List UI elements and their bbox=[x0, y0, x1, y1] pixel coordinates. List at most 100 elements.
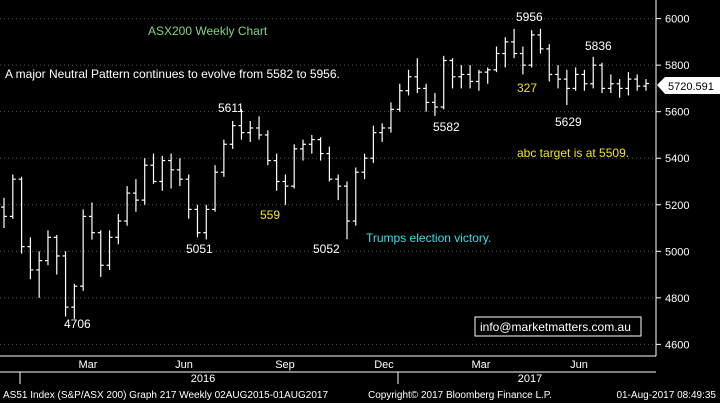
ohlc-bar bbox=[97, 230, 104, 277]
ohlc-bar bbox=[9, 174, 16, 219]
ohlc-bar bbox=[467, 65, 474, 89]
ohlc-bar bbox=[300, 139, 307, 161]
ohlc-bar bbox=[343, 181, 350, 240]
chart-title: ASX200 Weekly Chart bbox=[148, 24, 268, 38]
ohlc-bar bbox=[141, 158, 148, 205]
x-tick-label: Jun bbox=[570, 359, 588, 371]
ohlc-bar bbox=[634, 74, 641, 91]
ohlc-bar bbox=[387, 102, 394, 133]
last-price-tag: 5720.591 bbox=[657, 77, 720, 94]
gridlines bbox=[0, 18, 656, 345]
abc-target-note: abc target is at 5509. bbox=[517, 146, 629, 160]
label-559: 559 bbox=[260, 208, 280, 222]
ohlc-bar bbox=[326, 146, 333, 182]
ohlc-bar bbox=[625, 72, 632, 96]
label-5956: 5956 bbox=[516, 10, 543, 24]
email-label[interactable]: info@marketmatters.com.au bbox=[480, 320, 631, 334]
ohlc-bar bbox=[247, 120, 254, 142]
ohlc-bar bbox=[220, 139, 227, 177]
footer-right: 01-Aug-2017 08:49:35 bbox=[616, 390, 716, 401]
ohlc-bar bbox=[88, 202, 95, 240]
ohlc-bar bbox=[62, 251, 69, 317]
ohlc-bar bbox=[168, 153, 175, 189]
ohlc-bar bbox=[528, 30, 535, 68]
price-bars bbox=[1, 28, 649, 319]
ohlc-bar bbox=[159, 155, 166, 191]
ohlc-bar bbox=[18, 176, 25, 254]
footer-center: Copyright© 2017 Bloomberg Finance L.P. bbox=[368, 390, 552, 401]
ohlc-bar bbox=[643, 79, 649, 91]
ohlc-bar bbox=[475, 69, 482, 91]
ohlc-bar bbox=[563, 69, 570, 105]
y-tick-label: 5000 bbox=[665, 246, 689, 258]
ohlc-bar bbox=[273, 153, 280, 191]
ohlc-bar bbox=[519, 46, 526, 75]
ohlc-bar bbox=[282, 174, 289, 205]
y-tick-label: 5800 bbox=[665, 60, 689, 72]
x-tick-label: Dec bbox=[374, 359, 394, 371]
ohlc-bar bbox=[212, 165, 219, 212]
ohlc-bar bbox=[106, 230, 113, 270]
ohlc-bar bbox=[238, 109, 245, 140]
pattern-note: A major Neutral Pattern continues to evo… bbox=[5, 67, 340, 81]
ohlc-bar bbox=[511, 28, 518, 59]
ohlc-bar bbox=[352, 167, 359, 226]
x-tick-label: Jun bbox=[175, 359, 193, 371]
ohlc-bar bbox=[256, 116, 263, 140]
ohlc-bar bbox=[599, 62, 606, 94]
ohlc-bar bbox=[607, 74, 614, 94]
ohlc-bar bbox=[396, 83, 403, 112]
last-price-tag-shape bbox=[657, 77, 720, 94]
label-5629: 5629 bbox=[555, 115, 582, 129]
ohlc-bar bbox=[185, 174, 192, 219]
ohlc-bar bbox=[115, 214, 122, 245]
x-tick-label: Mar bbox=[472, 359, 491, 371]
ohlc-bar bbox=[423, 83, 430, 112]
ohlc-bar bbox=[440, 55, 447, 110]
ohlc-bar bbox=[194, 204, 201, 238]
ohlc-bar bbox=[317, 137, 324, 161]
ohlc-bar bbox=[484, 67, 491, 84]
ohlc-bar bbox=[203, 204, 210, 240]
ohlc-bar bbox=[27, 237, 34, 280]
x-tick-label: Sep bbox=[275, 359, 295, 371]
ohlc-bar bbox=[555, 65, 562, 89]
ohlc-bar bbox=[370, 125, 377, 163]
election-note: Trumps election victory. bbox=[366, 231, 491, 245]
ohlc-bar bbox=[581, 69, 588, 91]
y-axis-ticks: 4600 4800 5000 5200 5400 5600 5800 6000 bbox=[656, 14, 689, 351]
ohlc-bar bbox=[150, 153, 157, 184]
ohlc-bar bbox=[431, 93, 438, 116]
ohlc-bar bbox=[53, 235, 60, 275]
ohlc-bar bbox=[44, 230, 51, 266]
ohlc-bar bbox=[308, 134, 315, 154]
ohlc-bar bbox=[80, 209, 87, 291]
x-tick-label: Mar bbox=[79, 359, 98, 371]
ohlc-bar bbox=[264, 130, 271, 166]
footer-left: AS51 Index (S&P/ASX 200) Graph 217 Weekl… bbox=[3, 390, 328, 401]
ohlc-bar bbox=[590, 56, 597, 89]
ohlc-bar bbox=[36, 251, 43, 298]
label-5051: 5051 bbox=[186, 242, 213, 256]
ohlc-bar bbox=[361, 153, 368, 180]
ohlc-bar bbox=[379, 123, 386, 142]
ohlc-bar bbox=[124, 186, 131, 226]
ohlc-bar bbox=[493, 46, 500, 73]
email-box bbox=[474, 316, 642, 337]
y-tick-label: 5600 bbox=[665, 107, 689, 119]
ohlc-bar bbox=[176, 158, 183, 187]
ohlc-bar bbox=[537, 28, 544, 54]
y-tick-label: 5200 bbox=[665, 200, 689, 212]
x-year-label: 2017 bbox=[518, 373, 542, 385]
label-5582: 5582 bbox=[433, 120, 460, 134]
ohlc-bar bbox=[335, 174, 342, 201]
y-tick-label: 5400 bbox=[665, 153, 689, 165]
y-tick-label: 4600 bbox=[665, 339, 689, 351]
ohlc-bar bbox=[449, 58, 456, 89]
last-price-value: 5720.591 bbox=[668, 81, 714, 93]
ohlc-bar bbox=[546, 44, 553, 82]
ohlc-bar bbox=[71, 283, 78, 319]
y-tick-label: 6000 bbox=[665, 14, 689, 26]
